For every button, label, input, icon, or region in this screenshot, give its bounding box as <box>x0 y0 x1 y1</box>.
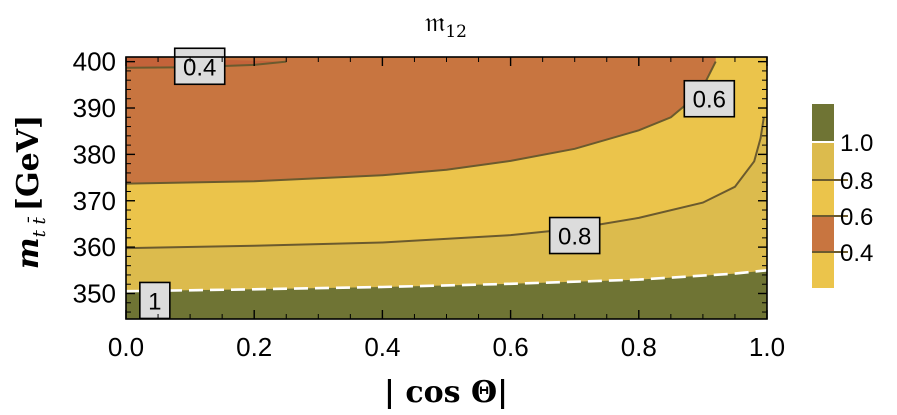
legend-swatch <box>812 180 834 216</box>
contour-label-text: 0.8 <box>558 224 591 251</box>
chart-title-main: 𝔪 <box>425 7 445 38</box>
x-tick-label: 0.0 <box>108 332 144 362</box>
contour-label-text: 1 <box>148 288 161 315</box>
x-tick-label: 0.2 <box>236 332 272 362</box>
contour-label-0.8: 0.8 <box>548 216 601 255</box>
x-tick-label: 0.8 <box>621 332 657 362</box>
y-tick-label: 400 <box>73 47 116 77</box>
y-tick-label: 350 <box>73 278 116 308</box>
contour-label-box <box>173 47 226 86</box>
y-axis: 350 360 370 380 390 400 <box>73 47 767 313</box>
x-tick-label: 1.0 <box>749 332 785 362</box>
legend-swatch <box>812 142 834 180</box>
y-axis-title: mt t̄ [GeV] <box>11 115 50 269</box>
x-tick-label: 0.4 <box>364 332 400 362</box>
contour-line-0.8 <box>126 117 765 250</box>
region-above-1.0 <box>126 270 767 319</box>
legend-label: 0.8 <box>840 168 873 195</box>
y-axis-title-main: m <box>11 237 46 269</box>
legend-swatch <box>812 252 834 288</box>
y-axis-title-unit: [GeV] <box>11 115 46 211</box>
contour-label-text: 0.4 <box>183 54 216 81</box>
x-tick-label: 0.6 <box>493 332 529 362</box>
legend: 1.0 0.8 0.6 0.4 <box>812 104 873 288</box>
region-0.8-1.0 <box>126 117 767 292</box>
contour-line-1 <box>126 269 767 293</box>
legend-swatch <box>812 216 834 252</box>
y-tick-label: 390 <box>73 93 116 123</box>
contour-label-0.6: 0.6 <box>683 79 736 118</box>
contour-label-1: 1 <box>139 281 171 320</box>
legend-label: 1.0 <box>840 130 873 157</box>
legend-label: 0.6 <box>840 204 873 231</box>
contour-labels: 0.4 0.6 0.8 1 <box>139 47 736 320</box>
contour-label-box <box>683 79 736 118</box>
legend-swatch <box>812 104 834 142</box>
contour-label-0.4: 0.4 <box>173 47 226 86</box>
contour-label-text: 0.6 <box>693 87 726 114</box>
contour-regions <box>126 57 767 319</box>
chart-title: 𝔪12 <box>425 7 467 42</box>
y-tick-label: 370 <box>73 186 116 216</box>
x-axis: 0.0 0.2 0.4 0.6 0.8 1.0 <box>108 57 785 362</box>
y-tick-label: 360 <box>73 232 116 262</box>
region-0.4-0.6 <box>126 57 716 184</box>
x-axis-title: | cos Θ| <box>384 375 508 410</box>
y-tick-label: 380 <box>73 139 116 169</box>
chart-title-sub: 12 <box>445 22 467 42</box>
legend-label: 0.4 <box>840 240 873 267</box>
y-axis-title-sub: t t̄ <box>26 216 50 237</box>
contour-label-box <box>548 216 601 255</box>
